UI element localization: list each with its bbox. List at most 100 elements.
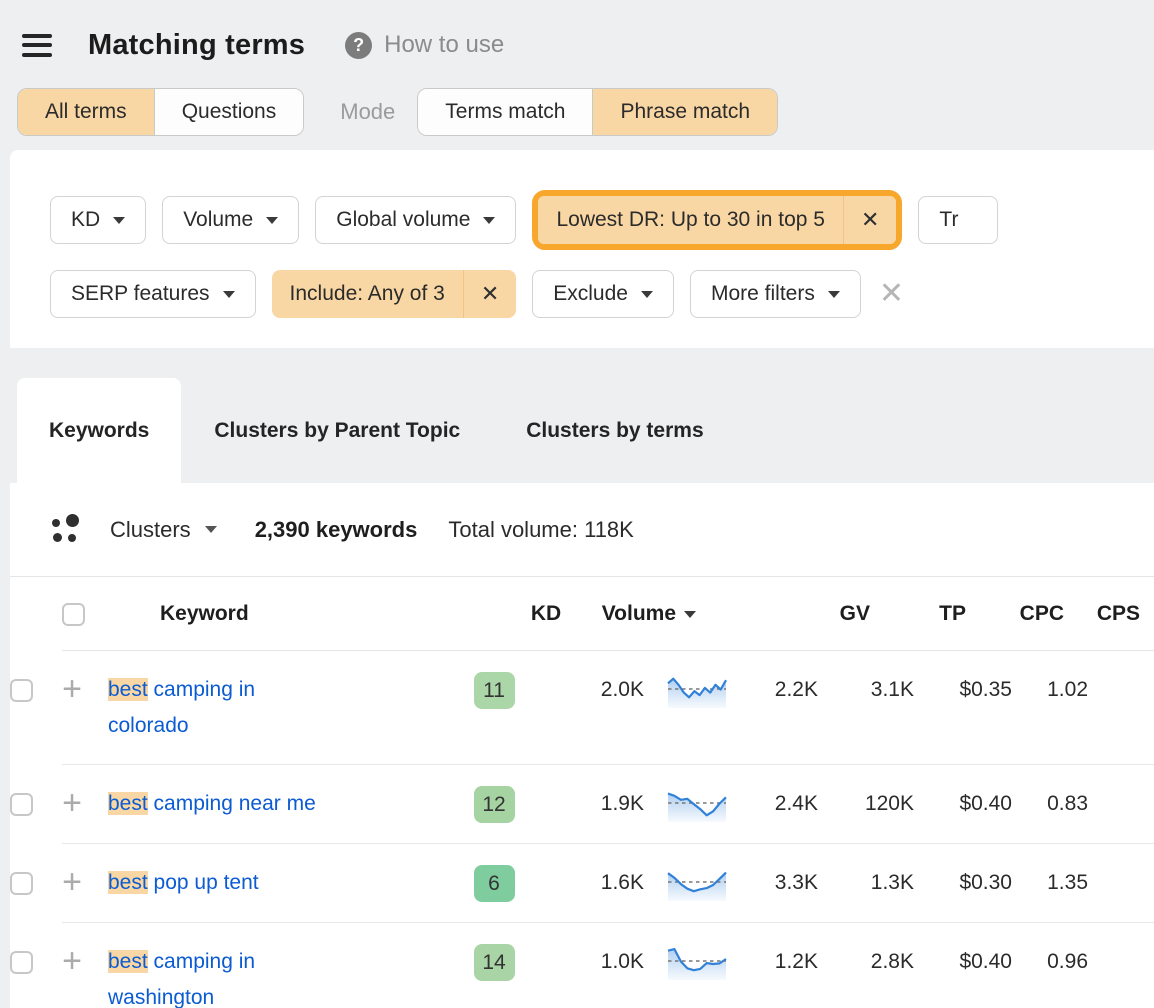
clusters-dropdown[interactable]: Clusters [52,513,217,546]
volume-filter-dropdown[interactable]: Volume [162,196,300,244]
volume-value: 2.0K [600,678,644,701]
clusters-label: Clusters [110,516,191,542]
cps-value: 1.02 [1047,678,1088,701]
volume-filter-label: Volume [183,208,254,231]
kd-filter-dropdown[interactable]: KD [50,196,147,244]
select-all-checkbox[interactable] [62,602,85,626]
row-checkbox[interactable] [10,679,33,702]
include-filter-label: Include: Any of 3 [289,282,445,305]
column-header-tp[interactable]: TP [939,602,966,625]
keyword-text: pop up tent [147,871,259,894]
keyword-match-highlight: best [108,792,148,815]
kd-badge: 6 [473,865,515,902]
more-filters-dropdown[interactable]: More filters [689,270,861,318]
gv-value: 2.2K [774,678,818,701]
tp-value: 2.8K [870,950,914,973]
column-header-cps[interactable]: CPS [1096,602,1140,625]
column-header-gv[interactable]: GV [839,602,870,625]
column-header-keyword[interactable]: Keyword [160,602,249,625]
include-filter-chip[interactable]: Include: Any of 3 ✕ [271,270,517,318]
cps-value: 0.96 [1047,950,1088,973]
volume-trend-sparkline [667,672,727,708]
table-body: + best camping in colorado 11 2.0K 2.2K … [10,651,1154,1008]
cpc-value: $0.30 [959,871,1012,894]
results-toolbar: Clusters 2,390 keywords Total volume: 11… [10,483,1154,577]
lowest-dr-filter-chip[interactable]: Lowest DR: Up to 30 in top 5 ✕ [538,196,897,244]
keywords-count: 2,390 keywords [254,516,418,542]
chevron-down-icon [483,216,496,224]
tp-value: 1.3K [870,871,914,894]
keyword-link[interactable]: best camping in washington [108,944,323,1008]
page-title: Matching terms [88,28,306,61]
top-bar: Matching terms ? How to use [0,0,1154,72]
keyword-text: camping near me [147,792,316,815]
column-header-kd[interactable]: KD [530,602,562,625]
chevron-down-icon [640,290,653,298]
tab-all-terms[interactable]: All terms [18,89,154,135]
how-to-use-label: How to use [384,31,505,58]
row-checkbox[interactable] [10,951,33,974]
volume-value: 1.6K [600,871,644,894]
toggle-row: All terms Questions Mode Terms match Phr… [17,88,1154,136]
tab-clusters-by-terms[interactable]: Clusters by terms [526,418,704,442]
volume-value: 1.9K [600,792,644,815]
row-checkbox[interactable] [10,793,33,816]
tab-clusters-by-parent-topic[interactable]: Clusters by Parent Topic [214,418,461,442]
cpc-value: $0.40 [959,950,1012,973]
kd-badge: 14 [473,944,515,981]
clear-all-filters-icon[interactable]: ✕ [878,277,904,310]
keyword-match-highlight: best [108,871,148,894]
chevron-down-icon [204,526,217,533]
global-volume-filter-dropdown[interactable]: Global volume [315,196,517,244]
volume-trend-sparkline [667,944,727,980]
exclude-filter-dropdown[interactable]: Exclude [532,270,674,318]
hamburger-menu-icon[interactable] [22,33,52,57]
volume-value: 1.0K [600,950,644,973]
serp-features-filter-label: SERP features [71,282,210,305]
row-checkbox[interactable] [10,872,33,895]
table-row: + best camping in washington 14 1.0K 1.2… [10,923,1154,1008]
chevron-down-icon [827,290,840,298]
add-to-list-plus-icon[interactable]: + [62,863,82,901]
tab-phrase-match[interactable]: Phrase match [592,89,778,135]
keyword-text: camping in colorado [108,678,256,737]
tp-value: 3.1K [870,678,914,701]
keyword-link[interactable]: best camping near me [108,786,323,822]
how-to-use-link[interactable]: ? How to use [345,31,504,59]
add-to-list-plus-icon[interactable]: + [62,784,82,822]
keyword-text: camping in washington [108,950,256,1008]
add-to-list-plus-icon[interactable]: + [62,942,82,980]
global-volume-filter-label: Global volume [336,208,471,231]
chevron-down-icon [222,290,235,298]
table-row: + best camping in colorado 11 2.0K 2.2K … [10,651,1154,765]
exclude-filter-label: Exclude [553,282,628,305]
mode-toggle-group: Terms match Phrase match [417,88,779,136]
keyword-link[interactable]: best camping in colorado [108,672,323,744]
kd-badge: 11 [473,672,515,709]
tp-value: 120K [864,792,914,815]
keyword-link[interactable]: best pop up tent [108,865,323,901]
tab-terms-match[interactable]: Terms match [418,89,593,135]
chevron-down-icon [113,216,126,224]
add-to-list-plus-icon[interactable]: + [62,670,82,708]
gv-value: 1.2K [774,950,818,973]
cps-value: 1.35 [1047,871,1088,894]
kd-badge: 12 [473,786,515,823]
tab-questions[interactable]: Questions [153,89,304,135]
tab-keywords[interactable]: Keywords [17,378,182,483]
column-header-volume[interactable]: Volume [602,602,696,626]
column-header-cpc[interactable]: CPC [1019,602,1064,625]
clusters-icon [52,513,82,546]
remove-lowest-dr-filter-icon[interactable]: ✕ [842,196,896,244]
remove-include-filter-icon[interactable]: ✕ [462,270,516,318]
scope-toggle-group: All terms Questions [17,88,305,136]
truncated-filter-dropdown[interactable]: Tr [918,196,999,244]
kd-filter-label: KD [71,208,101,231]
total-volume: Total volume: 118K [448,516,634,542]
mode-label: Mode [340,99,396,124]
serp-features-filter-dropdown[interactable]: SERP features [50,270,256,318]
help-icon: ? [345,31,373,59]
lowest-dr-filter-highlight-ring: Lowest DR: Up to 30 in top 5 ✕ [532,190,903,250]
cpc-value: $0.40 [959,792,1012,815]
